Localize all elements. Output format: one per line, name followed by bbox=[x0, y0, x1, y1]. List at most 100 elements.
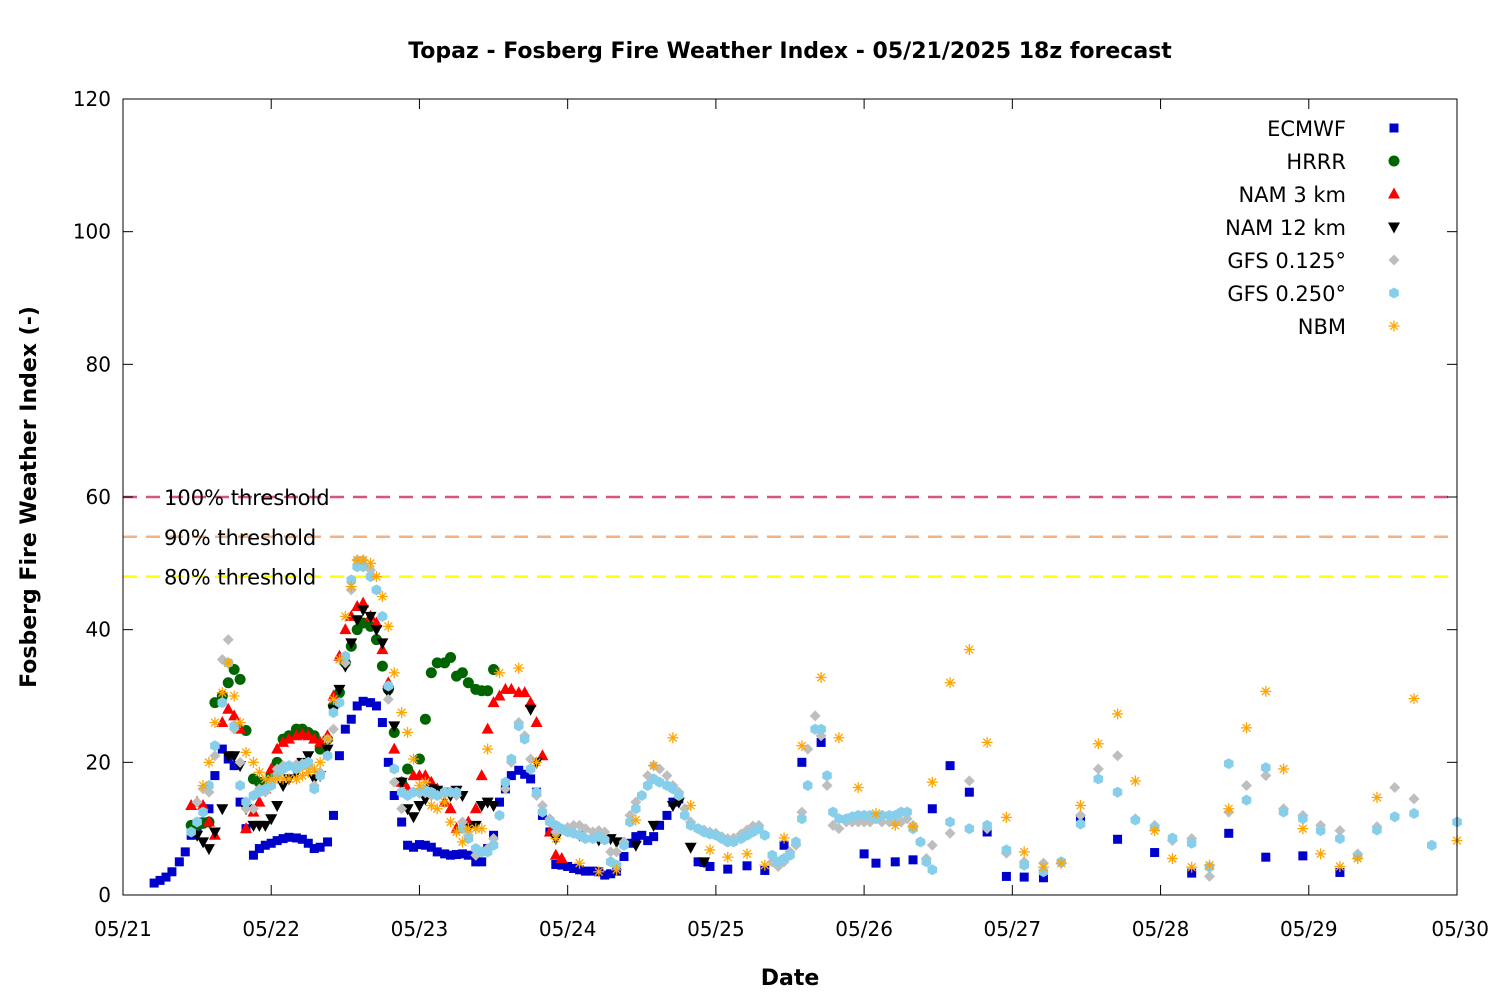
data-point bbox=[408, 753, 420, 765]
data-point bbox=[222, 677, 234, 689]
data-point bbox=[419, 776, 431, 788]
legend-marker bbox=[1388, 222, 1400, 234]
data-point bbox=[402, 726, 414, 738]
y-tick-label: 20 bbox=[86, 750, 111, 774]
data-point bbox=[833, 732, 845, 744]
data-point bbox=[1092, 738, 1104, 750]
data-point bbox=[155, 875, 165, 885]
data-point bbox=[828, 806, 838, 818]
x-axis-label: Date bbox=[761, 966, 820, 991]
data-point bbox=[1261, 852, 1271, 862]
data-point bbox=[202, 844, 215, 856]
data-point bbox=[210, 771, 220, 781]
data-point bbox=[524, 696, 537, 708]
data-point bbox=[779, 840, 789, 850]
data-point bbox=[514, 765, 524, 775]
data-point bbox=[859, 849, 869, 859]
data-point bbox=[964, 787, 974, 797]
data-point bbox=[284, 760, 294, 772]
data-point bbox=[222, 657, 234, 669]
data-point bbox=[963, 644, 975, 656]
data-point bbox=[531, 756, 543, 768]
data-point bbox=[197, 798, 210, 810]
data-point bbox=[323, 837, 333, 847]
data-point bbox=[161, 872, 171, 882]
data-point bbox=[185, 798, 198, 810]
data-point bbox=[493, 667, 505, 679]
data-point bbox=[487, 696, 500, 708]
legend-entry: NAM 12 km bbox=[1225, 216, 1346, 240]
data-point bbox=[654, 776, 665, 788]
y-tick-label: 0 bbox=[98, 883, 111, 907]
y-tick-label: 100 bbox=[73, 220, 111, 244]
data-point bbox=[568, 819, 580, 831]
x-tick-label: 05/21 bbox=[94, 917, 152, 941]
data-point bbox=[685, 799, 697, 811]
data-point bbox=[1409, 807, 1419, 819]
data-point bbox=[240, 746, 252, 758]
data-point bbox=[513, 662, 525, 674]
data-point bbox=[1112, 708, 1124, 720]
data-point bbox=[871, 858, 881, 868]
data-point bbox=[216, 804, 229, 816]
data-point bbox=[1241, 722, 1253, 734]
data-point bbox=[698, 857, 711, 869]
data-point bbox=[791, 836, 801, 848]
data-point bbox=[964, 823, 975, 835]
data-point bbox=[506, 771, 516, 781]
data-point bbox=[321, 744, 334, 756]
data-point bbox=[1334, 860, 1346, 872]
data-point bbox=[574, 857, 586, 869]
data-point bbox=[1408, 693, 1420, 705]
data-point bbox=[600, 870, 610, 880]
data-point bbox=[1113, 834, 1123, 844]
data-point bbox=[340, 724, 350, 734]
data-point bbox=[235, 797, 245, 807]
data-point bbox=[197, 780, 209, 792]
data-point bbox=[234, 756, 246, 768]
data-point bbox=[396, 803, 408, 815]
data-point bbox=[314, 756, 326, 768]
data-point bbox=[271, 742, 284, 754]
data-point bbox=[684, 842, 697, 854]
data-point bbox=[643, 836, 653, 846]
data-point bbox=[514, 720, 524, 732]
data-point bbox=[333, 684, 346, 696]
data-point bbox=[266, 838, 276, 848]
data-point bbox=[451, 786, 462, 798]
legend-marker bbox=[1388, 187, 1400, 199]
data-point bbox=[1112, 786, 1123, 798]
data-point bbox=[396, 707, 408, 719]
data-point bbox=[462, 677, 474, 689]
data-point bbox=[672, 797, 685, 809]
data-point bbox=[395, 777, 408, 789]
threshold-label: 100% threshold bbox=[164, 486, 330, 510]
data-point bbox=[413, 800, 426, 812]
data-point bbox=[1037, 861, 1049, 873]
data-point bbox=[475, 769, 488, 781]
data-point bbox=[377, 610, 388, 622]
data-point bbox=[619, 852, 629, 862]
data-point bbox=[531, 786, 542, 798]
data-point bbox=[605, 846, 617, 858]
data-point bbox=[580, 866, 590, 876]
y-tick-label: 40 bbox=[86, 618, 111, 642]
data-point bbox=[174, 857, 184, 867]
data-point bbox=[606, 869, 616, 879]
data-point bbox=[1203, 859, 1215, 871]
data-point bbox=[557, 860, 567, 870]
data-point bbox=[370, 616, 383, 628]
data-point bbox=[198, 806, 208, 818]
data-point bbox=[272, 836, 282, 846]
data-point bbox=[549, 848, 562, 860]
data-point bbox=[397, 817, 407, 827]
data-point bbox=[445, 816, 457, 828]
data-point bbox=[797, 757, 807, 767]
data-point bbox=[228, 690, 240, 702]
data-point bbox=[834, 813, 844, 825]
data-point bbox=[388, 721, 401, 733]
data-point bbox=[944, 827, 956, 839]
data-point bbox=[208, 827, 221, 839]
chart-title: Topaz - Fosberg Fire Weather Index - 05/… bbox=[408, 39, 1172, 64]
data-point bbox=[649, 832, 659, 842]
